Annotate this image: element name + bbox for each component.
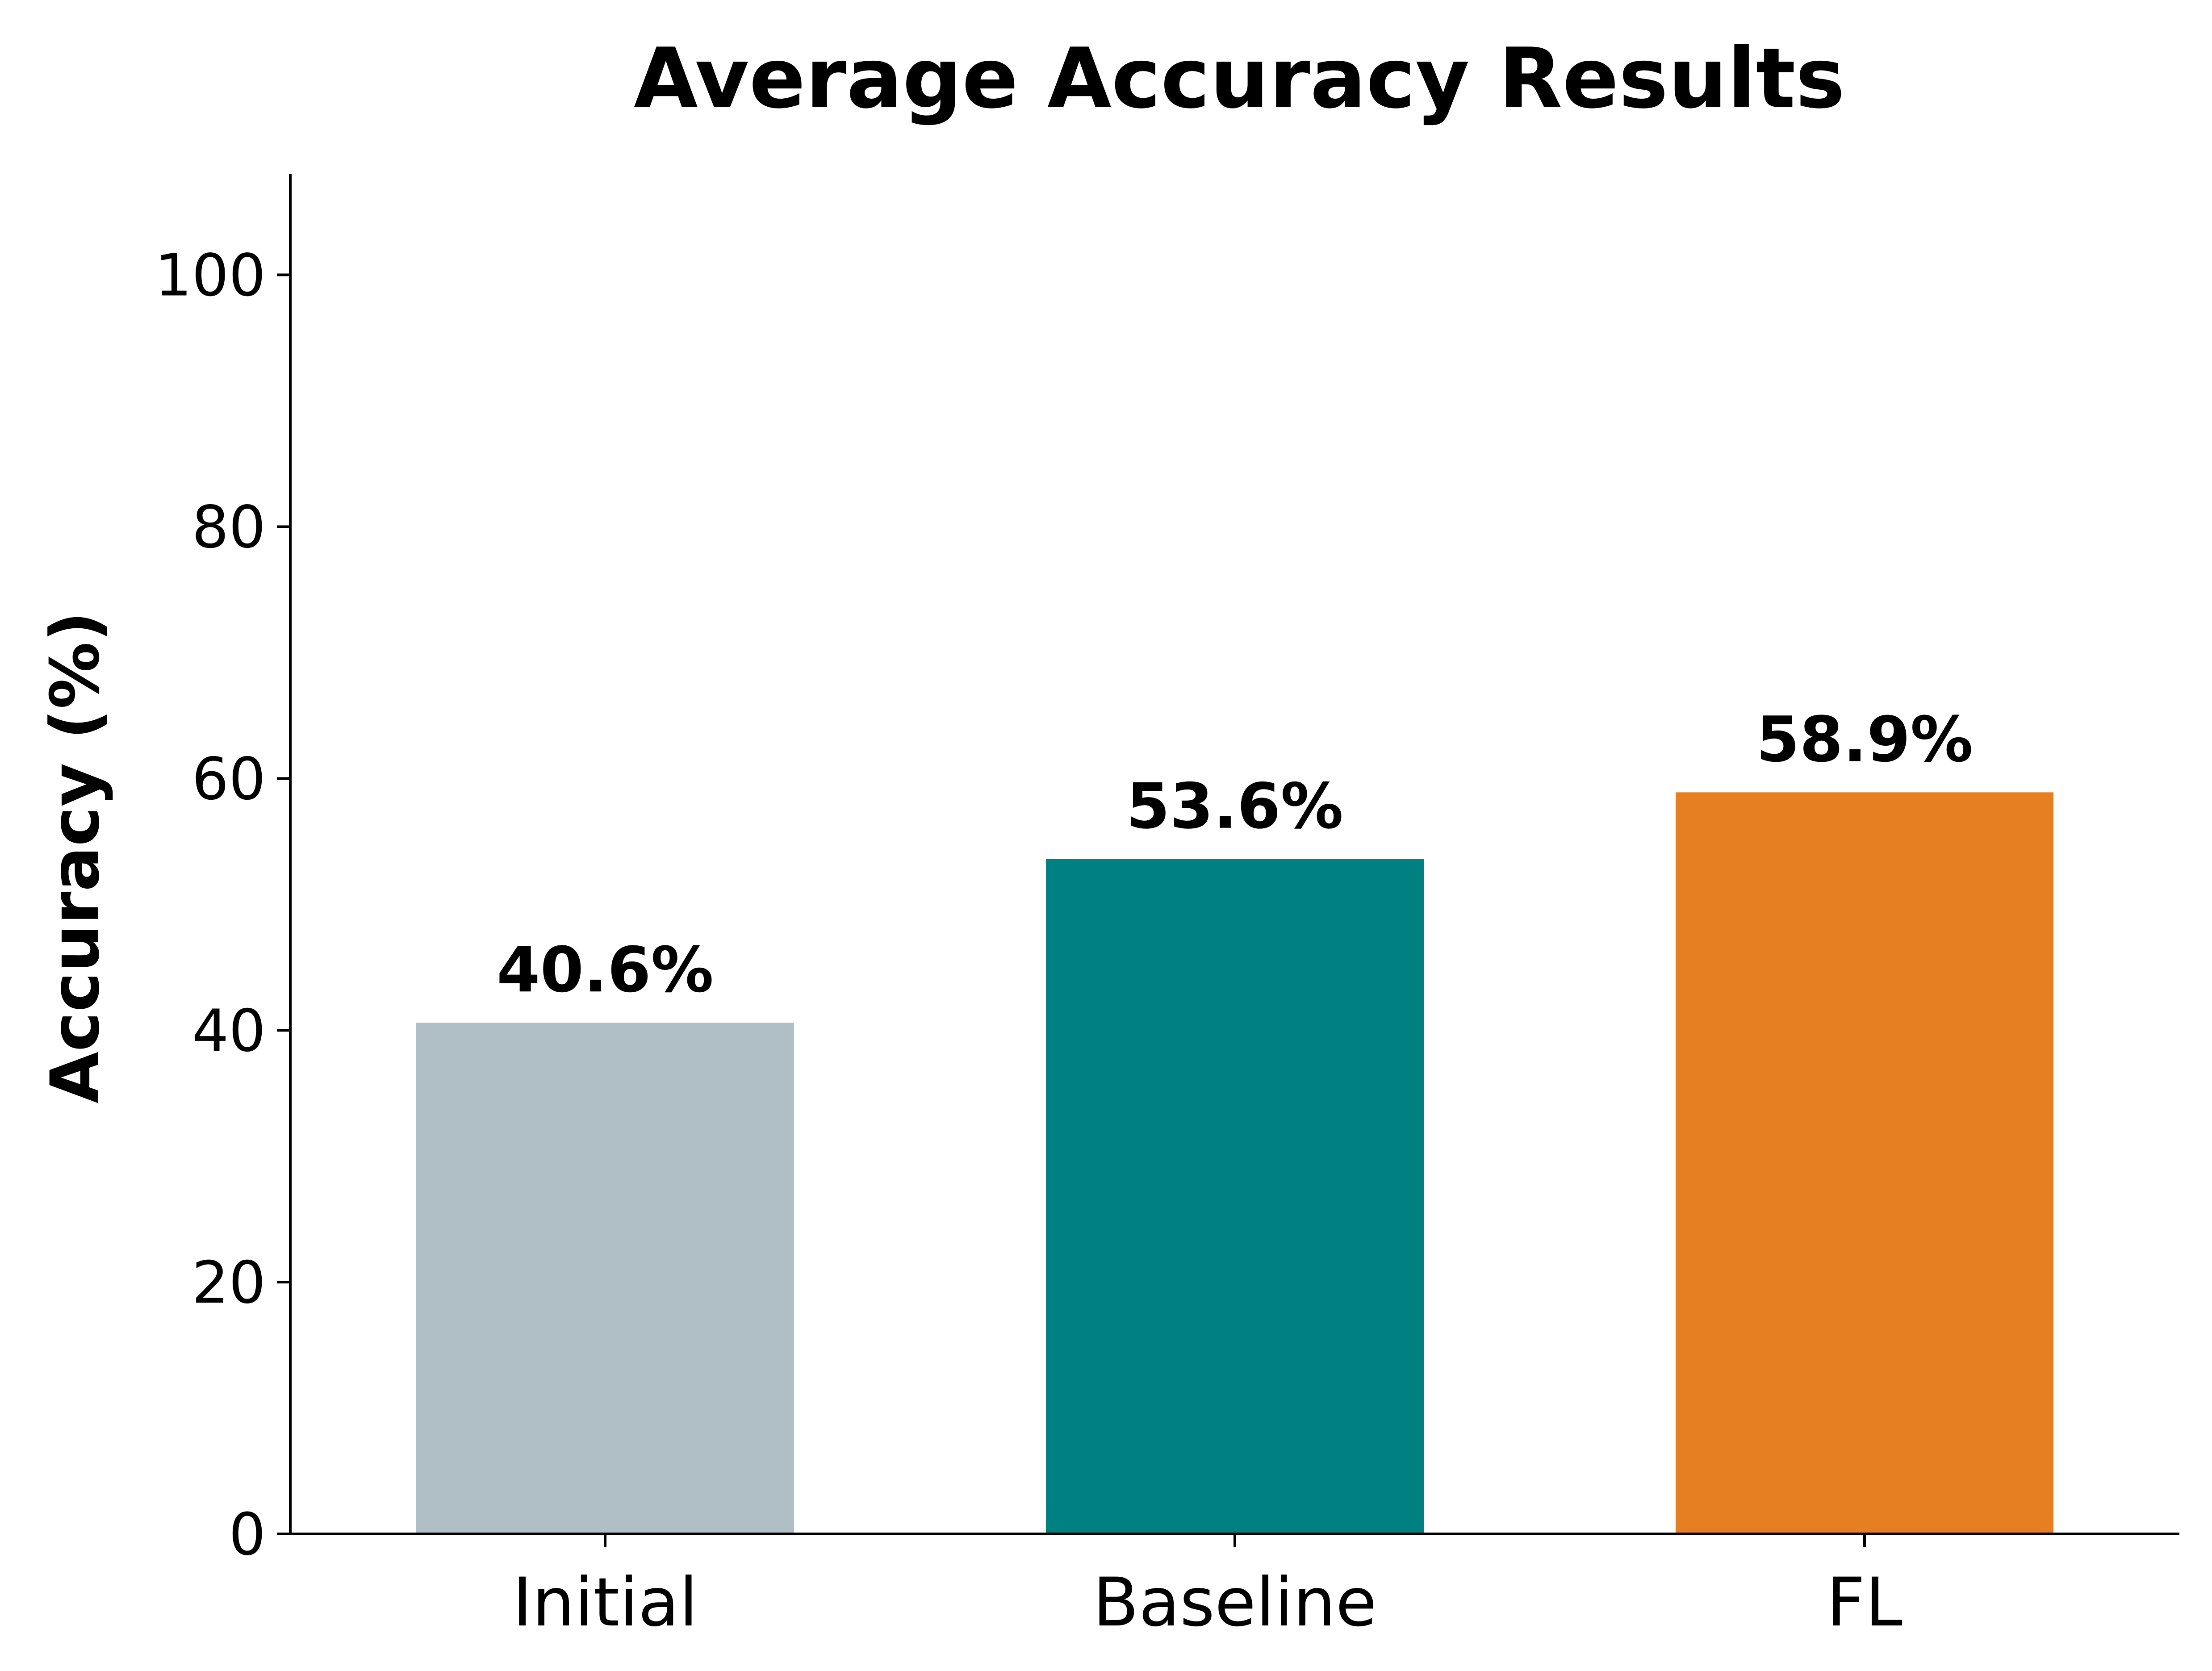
chart-title: Average Accuracy Results (634, 30, 1845, 127)
data-label-baseline: 53.6% (1126, 770, 1343, 843)
bar-baseline (1046, 859, 1424, 1534)
bar-fl (1676, 792, 2053, 1534)
y-tick-label-100: 100 (155, 242, 266, 309)
y-tick-label-20: 20 (192, 1249, 266, 1316)
y-tick-label-0: 0 (229, 1500, 266, 1568)
data-label-fl: 58.9% (1756, 703, 1973, 776)
x-tick-label-initial: Initial (512, 1564, 698, 1642)
data-label-initial: 40.6% (497, 934, 714, 1007)
x-axis: Initial Baseline FL (290, 1533, 2179, 1642)
y-tick-label-80: 80 (192, 493, 266, 561)
x-tick-label-fl: FL (1827, 1564, 1903, 1642)
y-axis: 0 20 40 60 80 100 (155, 174, 292, 1568)
y-axis-label: Accuracy (%) (37, 611, 114, 1103)
x-tick-label-baseline: Baseline (1093, 1564, 1377, 1642)
y-tick-label-40: 40 (192, 997, 266, 1065)
y-tick-label-60: 60 (192, 745, 266, 813)
data-labels-group: 40.6% 53.6% 58.9% (497, 703, 1973, 1007)
bars-group (416, 792, 2053, 1534)
bar-initial (416, 1023, 794, 1534)
